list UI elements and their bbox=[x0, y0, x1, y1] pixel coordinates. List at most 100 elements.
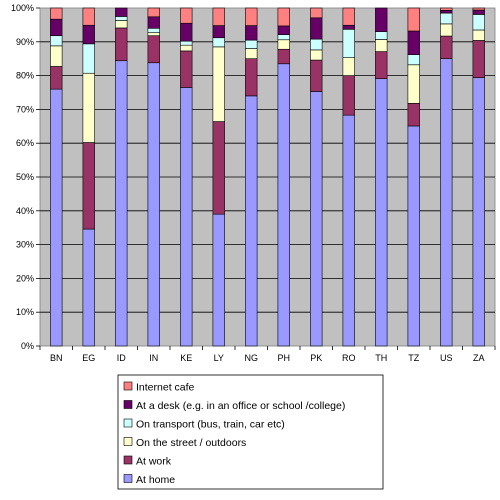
legend-label: On transport (bus, train, car etc) bbox=[136, 419, 285, 431]
bar-segment-id-1 bbox=[115, 27, 128, 62]
bar-segment-tz-1 bbox=[407, 103, 420, 127]
bar-segment-za-3 bbox=[472, 14, 485, 31]
bar-segment-ng-3 bbox=[245, 39, 258, 49]
bar-segment-in-2 bbox=[147, 32, 160, 37]
bar-segment-th-1 bbox=[375, 51, 388, 79]
bar-segment-th-4 bbox=[375, 7, 388, 32]
x-tick-label: NG bbox=[245, 353, 259, 363]
bar-segment-tz-3 bbox=[407, 54, 420, 66]
legend-swatch bbox=[123, 400, 133, 409]
bar-segment-in-3 bbox=[147, 27, 160, 33]
y-tick-label: 0% bbox=[21, 341, 34, 351]
bar-segment-ph-5 bbox=[277, 7, 290, 27]
bar-segment-us-1 bbox=[440, 35, 453, 60]
bar-segment-id-4 bbox=[115, 7, 128, 17]
bar-segment-tz-4 bbox=[407, 30, 420, 55]
bar-segment-us-3 bbox=[440, 12, 453, 25]
y-tick-label: 20% bbox=[16, 273, 34, 283]
bar-segment-ph-1 bbox=[277, 48, 290, 65]
bar-segment-ro-1 bbox=[342, 75, 355, 116]
bar-segment-ng-5 bbox=[245, 7, 258, 26]
bar-segment-za-1 bbox=[472, 40, 485, 78]
bar-segment-ro-0 bbox=[342, 114, 355, 347]
y-tick-label: 100% bbox=[11, 3, 34, 13]
bar-segment-ke-1 bbox=[180, 50, 193, 88]
bar-segment-id-0 bbox=[115, 60, 128, 347]
x-tick-label: PH bbox=[277, 353, 290, 363]
bar-segment-pk-0 bbox=[310, 91, 323, 347]
legend-swatch bbox=[123, 474, 133, 483]
legend-swatch bbox=[123, 437, 133, 446]
bar-segment-in-5 bbox=[147, 7, 160, 18]
bar-segment-ke-0 bbox=[180, 87, 193, 347]
bar-segment-tz-2 bbox=[407, 64, 420, 104]
bar-segment-tz-0 bbox=[407, 125, 420, 347]
bar-segment-ke-4 bbox=[180, 22, 193, 42]
x-tick-label: ZA bbox=[473, 353, 485, 363]
y-tick-label: 90% bbox=[16, 37, 34, 47]
bar-segment-za-4 bbox=[472, 9, 485, 15]
y-axis: 0% 10% 20% 30% 40% 50% 60% 70% 80% 90% 100% bbox=[11, 3, 40, 351]
bar-segment-pk-3 bbox=[310, 38, 323, 51]
bar-segment-ke-2 bbox=[180, 44, 193, 52]
bar-segment-pk-4 bbox=[310, 17, 323, 40]
bar-segment-bn-4 bbox=[50, 18, 63, 37]
bar-segment-za-2 bbox=[472, 29, 485, 41]
y-tick-label: 10% bbox=[16, 307, 34, 317]
bar-segment-ro-2 bbox=[342, 57, 355, 76]
bar-segment-bn-2 bbox=[50, 45, 63, 67]
bar-segment-ng-2 bbox=[245, 48, 258, 60]
x-tick-label: LY bbox=[214, 353, 224, 363]
bar-segment-eg-2 bbox=[82, 72, 95, 143]
bar-segment-in-1 bbox=[147, 35, 160, 64]
bar-segment-us-4 bbox=[440, 10, 453, 14]
bar-segment-in-4 bbox=[147, 16, 160, 29]
bar-segment-eg-0 bbox=[82, 228, 95, 347]
bar-segment-ng-0 bbox=[245, 95, 258, 347]
bar-segment-ph-0 bbox=[277, 63, 290, 347]
legend-box bbox=[117, 374, 384, 490]
bar-segment-ph-4 bbox=[277, 25, 290, 36]
bar-segment-ke-3 bbox=[180, 40, 193, 46]
bar-segment-ke-5 bbox=[180, 7, 193, 24]
legend-swatch bbox=[123, 418, 133, 428]
bar-segment-ly-4 bbox=[212, 25, 225, 39]
legend-label: At work bbox=[136, 456, 172, 468]
bar-segment-za-5 bbox=[472, 7, 485, 11]
bar-segment-eg-5 bbox=[82, 7, 95, 26]
bar-segment-pk-5 bbox=[310, 7, 323, 19]
legend-swatch bbox=[123, 381, 133, 391]
bar-segment-id-3 bbox=[115, 16, 128, 21]
legend: Internet cafe At a desk (e.g. in an offic… bbox=[117, 374, 384, 490]
y-tick-label: 60% bbox=[16, 138, 34, 148]
bar-segment-ph-3 bbox=[277, 34, 290, 41]
x-tick-label: TH bbox=[375, 353, 387, 363]
bar-segment-us-0 bbox=[440, 58, 453, 347]
bar-segment-bn-5 bbox=[50, 7, 63, 20]
bar-segment-ly-3 bbox=[212, 37, 225, 48]
bar-segment-ro-5 bbox=[342, 7, 355, 26]
x-axis: BN EG ID IN KE LY NG PH PK RO TH TZ US ZA bbox=[39, 346, 496, 363]
x-tick-label: PK bbox=[310, 353, 322, 363]
x-tick-label: KE bbox=[180, 353, 192, 363]
bar-segment-ro-4 bbox=[342, 24, 355, 30]
y-tick-label: 50% bbox=[16, 172, 34, 182]
bar-segment-in-0 bbox=[147, 62, 160, 347]
x-tick-label: IN bbox=[149, 353, 158, 363]
bar-segment-us-5 bbox=[440, 7, 453, 11]
x-tick-label: US bbox=[440, 353, 453, 363]
bar-segment-eg-3 bbox=[82, 43, 95, 74]
x-tick-label: BN bbox=[50, 353, 63, 363]
bar-segment-th-2 bbox=[375, 39, 388, 52]
y-tick-label: 70% bbox=[16, 104, 34, 114]
bar-segment-th-3 bbox=[375, 31, 388, 40]
legend-label: Internet cafe bbox=[136, 382, 195, 394]
y-tick-label: 80% bbox=[16, 71, 34, 81]
bar-segment-ly-0 bbox=[212, 213, 225, 347]
bar-segment-eg-4 bbox=[82, 24, 95, 45]
bar-segment-ly-1 bbox=[212, 121, 225, 215]
x-tick-label: TZ bbox=[408, 353, 419, 363]
bar-segment-pk-2 bbox=[310, 49, 323, 61]
legend-label: On the street / outdoors bbox=[136, 437, 246, 449]
